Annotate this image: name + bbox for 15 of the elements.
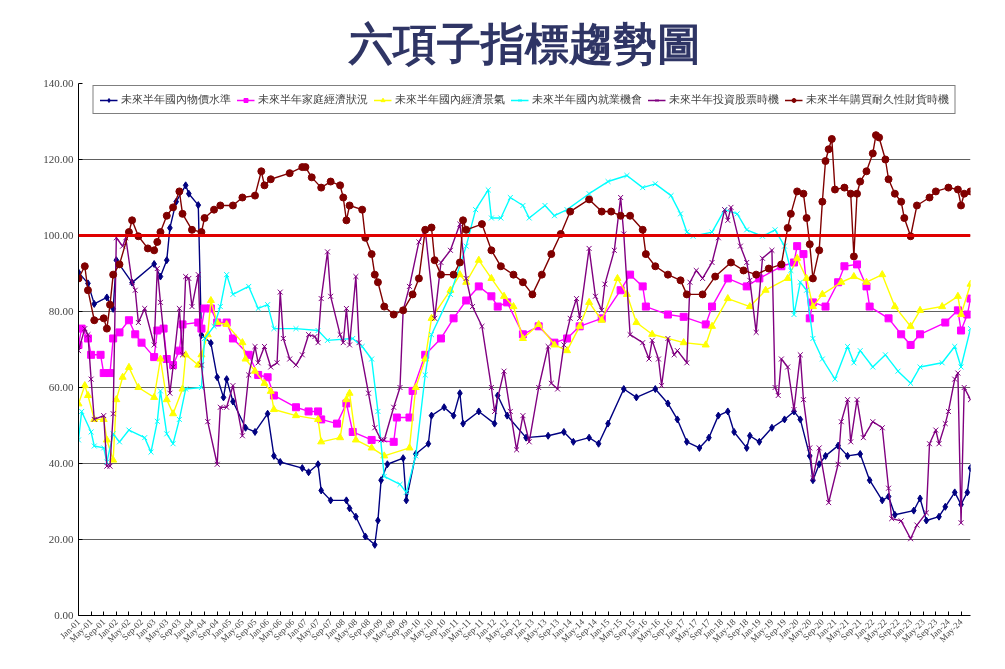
legend-label: 未來半年投資股票時機	[668, 92, 779, 107]
y-tick-label: 80.00	[48, 305, 74, 317]
y-tick-label: 20.00	[48, 533, 74, 545]
y-tick-label: 140.00	[43, 77, 74, 89]
chart-title: 六項子指標趨勢圖	[347, 17, 701, 69]
legend-label: 未來半年購買耐久性財貨時機	[805, 92, 949, 107]
y-tick-label: 100.00	[43, 229, 74, 241]
legend-label: 未來半年國內經濟景氣	[394, 92, 505, 107]
legend-label: 未來半年家庭經濟狀況	[257, 92, 368, 107]
y-tick-label: 0.00	[54, 609, 74, 621]
y-tick-label: 60.00	[48, 381, 74, 393]
legend-label: 未來半年國內就業機會	[531, 92, 642, 107]
y-tick-label: 40.00	[48, 457, 74, 469]
legend-label: 未來半年國內物價水準	[120, 92, 231, 107]
y-tick-label: 120.00	[43, 153, 74, 165]
